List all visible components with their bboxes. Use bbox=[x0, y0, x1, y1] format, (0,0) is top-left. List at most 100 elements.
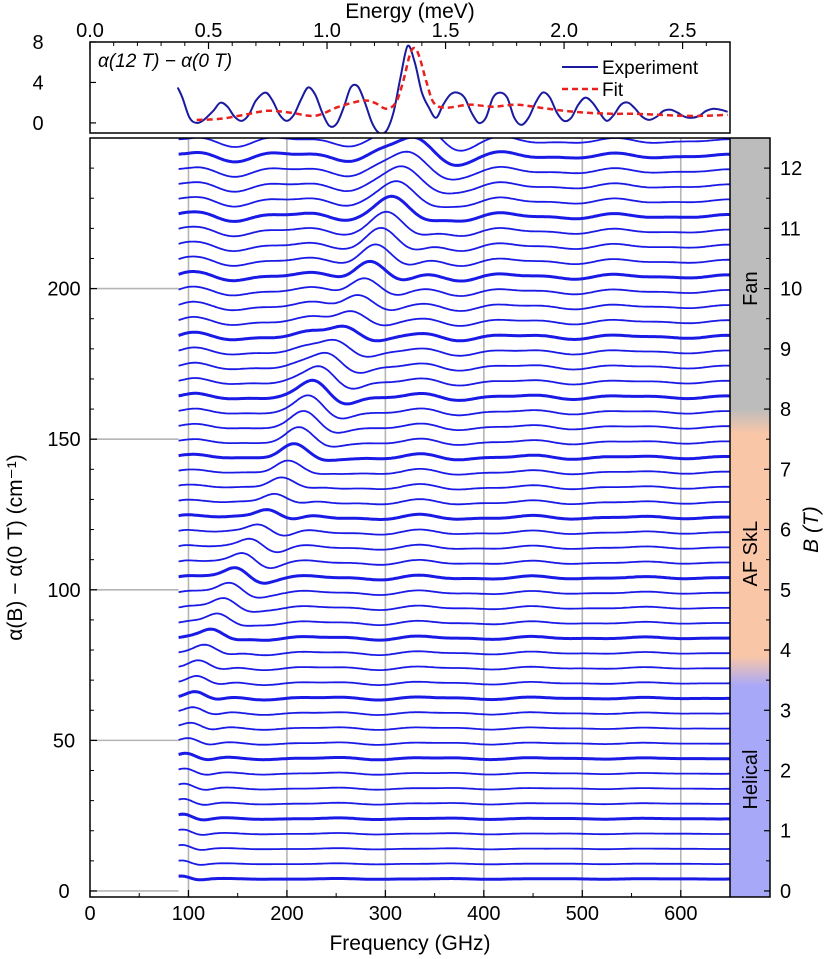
spectrum-line bbox=[178, 277, 730, 297]
main-y-axis-label: α(B) − α(0 T) (cm⁻¹) bbox=[4, 454, 27, 640]
main-y-tick-label: 200 bbox=[47, 279, 80, 301]
spectrum-line bbox=[178, 459, 730, 476]
phase-label: AF SkL bbox=[740, 521, 762, 587]
main-x-tick-label: 600 bbox=[664, 903, 697, 925]
top-x-tick-label: 0.0 bbox=[76, 20, 104, 42]
top-panel: Energy (meV) 0.0 0.5 1.0 1.5 2.0 2.5 0 4 8 α(12… bbox=[32, 0, 731, 135]
spectrum-line bbox=[178, 508, 730, 521]
phase-label: Fan bbox=[740, 271, 762, 305]
main-y-tick-label: 100 bbox=[47, 580, 80, 602]
top-series-lines bbox=[176, 44, 728, 133]
main-panel-frame bbox=[89, 137, 771, 898]
spectrum-line bbox=[178, 194, 730, 223]
top-y-tick-label: 8 bbox=[32, 32, 43, 54]
right-tick-label: 2 bbox=[780, 761, 791, 783]
spectrum-line bbox=[178, 751, 730, 762]
spectrum-line bbox=[178, 721, 730, 731]
spectrum-line bbox=[178, 294, 730, 312]
spectrum-line bbox=[178, 138, 730, 167]
main-x-tick-label: 200 bbox=[270, 903, 303, 925]
right-tick-label: 1 bbox=[780, 821, 791, 843]
spectrum-line bbox=[178, 844, 730, 851]
right-tick-label: 7 bbox=[780, 459, 791, 481]
spectrum-line bbox=[178, 874, 730, 882]
right-tick-label: 0 bbox=[780, 881, 791, 903]
main-x-ticks: 0 100 200 300 400 500 600 bbox=[84, 890, 697, 925]
spectrum-line bbox=[178, 338, 730, 358]
main-x-axis-label: Frequency (GHz) bbox=[329, 932, 490, 955]
spectrum-line bbox=[178, 351, 730, 374]
spectrum-line bbox=[178, 227, 730, 252]
right-tick-label: 10 bbox=[780, 279, 802, 301]
spectrum-line bbox=[178, 612, 730, 627]
spectrum-line bbox=[178, 706, 730, 716]
spectrum-line bbox=[178, 552, 730, 569]
right-axis-label: B (T) bbox=[800, 506, 823, 553]
legend-label-fit: Fit bbox=[602, 80, 624, 101]
spectrum-line bbox=[178, 442, 730, 462]
top-panel-annotation: α(12 T) − α(0 T) bbox=[98, 51, 232, 72]
main-x-tick-label: 0 bbox=[84, 903, 95, 925]
top-series-experiment bbox=[176, 44, 728, 133]
spectrum-line bbox=[178, 782, 730, 791]
spectrum-line bbox=[178, 566, 730, 585]
spectrum-line bbox=[178, 828, 730, 836]
top-x-tick-label: 0.5 bbox=[195, 20, 223, 42]
spectrum-line bbox=[178, 210, 730, 238]
spectrum-line bbox=[178, 324, 730, 343]
main-x-tick-label: 500 bbox=[566, 903, 599, 925]
spectrum-line bbox=[178, 581, 730, 599]
main-y-tick-label: 150 bbox=[47, 429, 80, 451]
legend-label-experiment: Experiment bbox=[602, 58, 699, 79]
spectrum-line bbox=[178, 798, 730, 806]
main-y-ticks: 0 50 100 150 200 bbox=[47, 167, 97, 903]
top-x-axis-label: Energy (meV) bbox=[345, 0, 475, 23]
top-y-tick-label: 0 bbox=[32, 113, 43, 135]
right-tick-label: 9 bbox=[780, 339, 791, 361]
spectrum-line bbox=[178, 643, 730, 657]
spectrum-line bbox=[178, 150, 730, 181]
right-tick-label: 3 bbox=[780, 700, 791, 722]
spectrum-line bbox=[178, 597, 730, 613]
spectrum-line bbox=[178, 812, 730, 822]
spectrum-line bbox=[178, 365, 730, 390]
main-x-tick-label: 100 bbox=[172, 903, 205, 925]
right-tick-label: 4 bbox=[780, 640, 791, 662]
spectrum-line bbox=[178, 394, 730, 420]
spectrum-line bbox=[178, 493, 730, 506]
top-x-tick-label: 2.5 bbox=[669, 20, 697, 42]
spectrum-line bbox=[178, 523, 730, 537]
right-tick-label: 6 bbox=[780, 520, 791, 542]
main-spectra bbox=[178, 138, 730, 882]
phase-label: Helical bbox=[740, 750, 762, 810]
spectrum-line bbox=[178, 165, 730, 195]
spectrum-line bbox=[178, 259, 730, 283]
spectrum-line bbox=[178, 243, 730, 267]
right-tick-label: 8 bbox=[780, 399, 791, 421]
spectrum-line bbox=[178, 410, 730, 434]
top-y-ticks: 0 4 8 bbox=[32, 32, 96, 135]
spectrum-line bbox=[178, 859, 730, 866]
spectrum-line bbox=[178, 627, 730, 642]
spectrum-line bbox=[178, 426, 730, 448]
main-y-tick-label: 50 bbox=[53, 730, 75, 752]
spectrum-line bbox=[178, 476, 730, 491]
top-panel-frame bbox=[89, 41, 731, 134]
main-x-tick-label: 400 bbox=[467, 903, 500, 925]
phase-labels: Helical AF SkL Fan bbox=[740, 271, 762, 809]
top-legend: Experiment Fit bbox=[562, 58, 699, 101]
spectrum-line bbox=[178, 675, 730, 686]
spectrum-line bbox=[178, 767, 730, 776]
spectrum-line bbox=[178, 310, 730, 327]
spectrum-line bbox=[178, 138, 730, 152]
main-x-tick-label: 300 bbox=[369, 903, 402, 925]
top-x-tick-label: 1.0 bbox=[313, 20, 341, 42]
top-x-ticks: 0.0 0.5 1.0 1.5 2.0 2.5 bbox=[76, 20, 707, 49]
top-x-tick-label: 2.0 bbox=[550, 20, 578, 42]
phase-bar bbox=[730, 138, 770, 897]
spectrum-line bbox=[178, 737, 730, 746]
right-tick-label: 5 bbox=[780, 580, 791, 602]
